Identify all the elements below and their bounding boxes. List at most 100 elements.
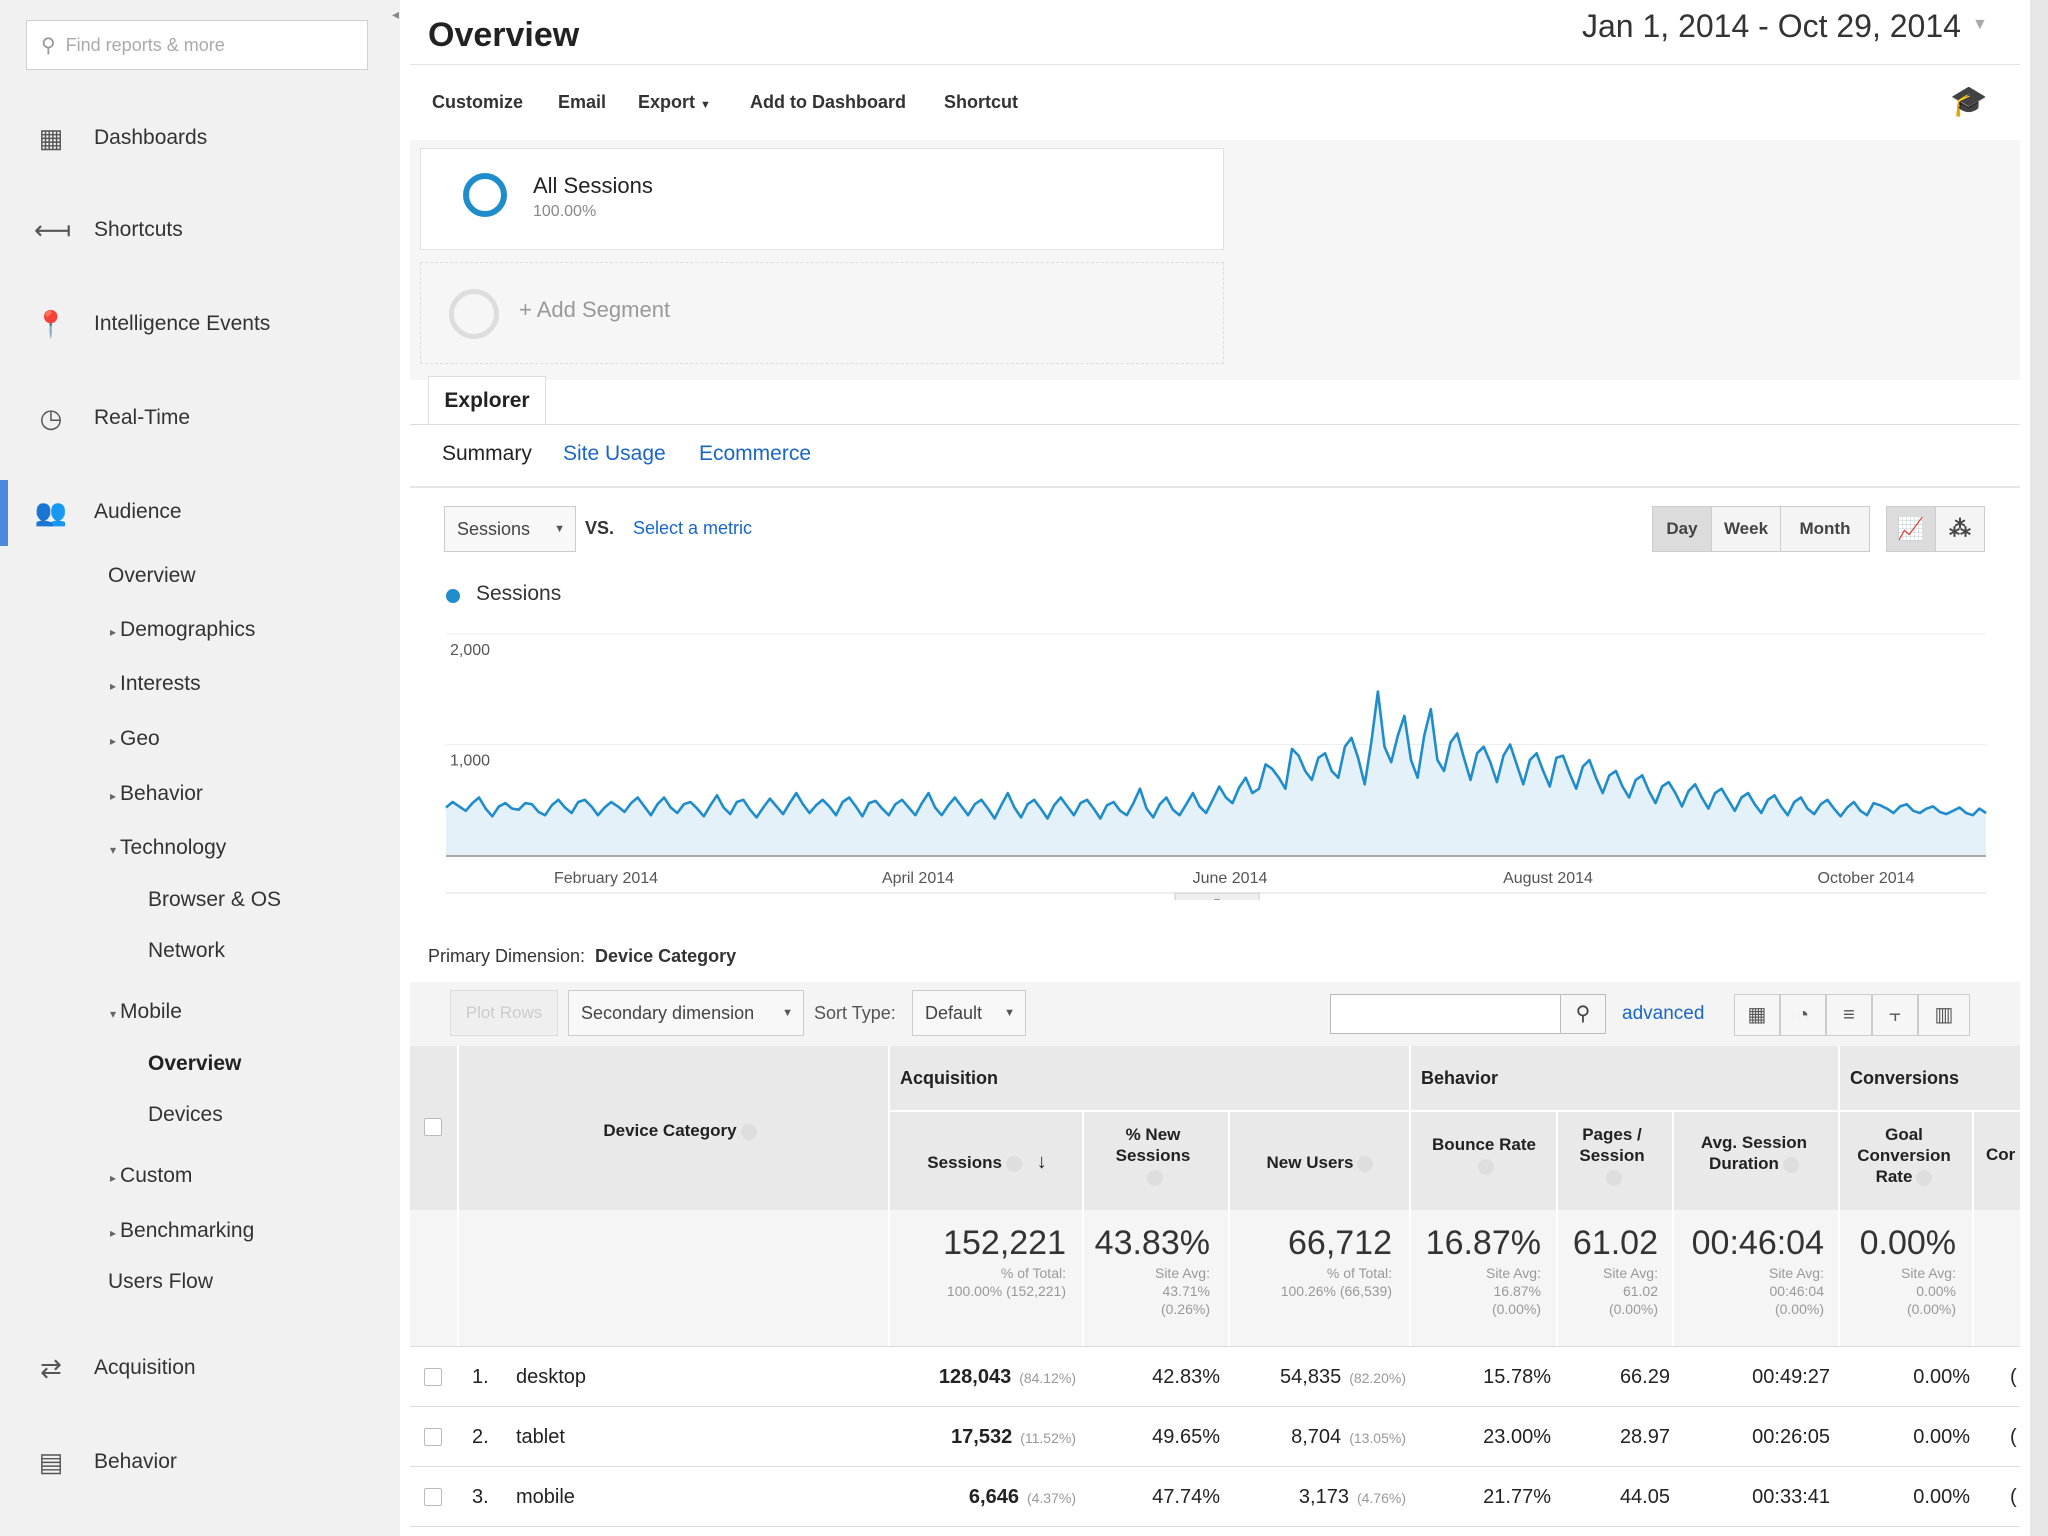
row-sessions-value: 128,043: [938, 1366, 1012, 1388]
col-divider: [1972, 1110, 1974, 1346]
period-month-button[interactable]: Month: [1780, 506, 1870, 552]
help-icon[interactable]: [740, 1123, 757, 1140]
search-input[interactable]: ⚲ Find reports & more: [26, 20, 368, 70]
row-checkbox[interactable]: [424, 1428, 442, 1446]
subtab-site-usage[interactable]: Site Usage: [563, 442, 666, 465]
help-icon[interactable]: [1478, 1158, 1494, 1175]
col-new-users[interactable]: New Users: [1232, 1152, 1408, 1173]
col-device-category[interactable]: Device Category: [470, 1120, 890, 1141]
tab-explorer[interactable]: Explorer: [428, 376, 546, 424]
collapse-sidebar-icon[interactable]: ◂: [392, 6, 400, 22]
scrollbar[interactable]: [2030, 0, 2048, 1536]
segment-all-sessions[interactable]: All Sessions 100.00%: [420, 148, 1224, 250]
subtab-ecommerce[interactable]: Ecommerce: [699, 442, 812, 465]
total-new-sessions: 43.83%: [1094, 1224, 1210, 1262]
performance-view-icon[interactable]: ≡: [1826, 994, 1872, 1036]
nav-label: Benchmarking: [120, 1219, 255, 1242]
nav-custom[interactable]: ▸ Custom: [110, 1164, 192, 1188]
select-all-checkbox[interactable]: [424, 1118, 442, 1136]
chevron-down-icon: ▼: [1004, 1007, 1015, 1019]
nav-geo[interactable]: ▸ Geo: [110, 727, 160, 751]
nav-benchmarking[interactable]: ▸ Benchmarking: [110, 1219, 254, 1243]
graduation-cap-icon[interactable]: 🎓: [1950, 85, 1988, 118]
col-goal-conversion-rate[interactable]: Goal Conversion Rate: [1846, 1124, 1962, 1187]
nav-devices[interactable]: Devices: [148, 1103, 223, 1126]
row-sessions-value: 6,646: [968, 1486, 1019, 1508]
add-segment-button[interactable]: + Add Segment: [420, 262, 1224, 364]
advanced-filter-link[interactable]: advanced: [1622, 1003, 1705, 1024]
secondary-dimension-select[interactable]: Secondary dimension ▼: [568, 990, 804, 1036]
help-icon[interactable]: [1916, 1169, 1933, 1186]
subtab-summary[interactable]: Summary: [442, 442, 532, 465]
table-row[interactable]: 1. desktop 128,043 (84.12%) 42.83% 54,835…: [410, 1347, 2020, 1406]
col-divider: [1228, 1110, 1230, 1346]
row-checkbox[interactable]: [424, 1368, 442, 1386]
customize-button[interactable]: Customize: [432, 92, 524, 112]
row-device-link[interactable]: desktop: [516, 1366, 587, 1388]
select-metric-link[interactable]: Select a metric: [633, 518, 753, 538]
help-icon[interactable]: [1606, 1169, 1622, 1186]
search-icon[interactable]: ⚲: [1560, 994, 1606, 1034]
help-icon[interactable]: [1147, 1169, 1163, 1186]
y-tick-label: 2,000: [450, 642, 490, 659]
col-label: % New Sessions: [1115, 1125, 1191, 1165]
row-device-link[interactable]: tablet: [516, 1426, 565, 1448]
pie-view-icon[interactable]: ◔: [1780, 994, 1826, 1036]
comparison-view-icon[interactable]: ⫟: [1872, 994, 1918, 1036]
nav-audience[interactable]: 👥 Audience: [0, 482, 400, 542]
help-icon[interactable]: [1357, 1155, 1374, 1172]
col-pages-session[interactable]: Pages / Session: [1572, 1124, 1652, 1187]
shortcut-button[interactable]: Shortcut: [944, 92, 1018, 112]
table-row[interactable]: 2. tablet 17,532 (11.52%) 49.65% 8,704 (13…: [410, 1407, 2020, 1466]
row-bounce-rate: 15.78%: [1483, 1366, 1551, 1388]
primary-dimension-value[interactable]: Device Category: [595, 946, 737, 966]
total-goal-conversion-rate-sub: Site Avg: 0.00% (0.00%): [1900, 1265, 1956, 1317]
nav-behavior-sub[interactable]: ▸ Behavior: [110, 782, 203, 806]
nav-acquisition[interactable]: ⇄ Acquisition: [0, 1338, 400, 1398]
export-button[interactable]: Export ▼: [638, 92, 711, 113]
col-avg-duration[interactable]: Avg. Session Duration: [1684, 1132, 1824, 1174]
nav-real-time[interactable]: ◷ Real-Time: [0, 388, 400, 448]
row-checkbox[interactable]: [424, 1488, 442, 1506]
email-button[interactable]: Email: [558, 92, 607, 112]
sort-type-select[interactable]: Default ▼: [912, 990, 1026, 1036]
date-range-picker[interactable]: Jan 1, 2014 - Oct 29, 2014: [1582, 8, 1961, 44]
col-sessions[interactable]: Sessions ↓: [892, 1152, 1082, 1173]
nav-network[interactable]: Network: [148, 939, 226, 962]
nav-audience-overview[interactable]: Overview: [108, 564, 196, 587]
plot-rows-button[interactable]: Plot Rows: [450, 990, 558, 1036]
col-truncated[interactable]: Cor: [1986, 1145, 2016, 1164]
nav-demographics[interactable]: ▸ Demographics: [110, 618, 255, 642]
nav-shortcuts[interactable]: ⟻ Shortcuts: [0, 200, 400, 260]
period-day-button[interactable]: Day: [1652, 506, 1712, 552]
line-chart-icon[interactable]: 📈: [1886, 506, 1936, 552]
period-week-button[interactable]: Week: [1711, 506, 1781, 552]
table-row[interactable]: 3. mobile 6,646 (4.37%) 47.74% 3,173 (4.76…: [410, 1467, 2020, 1526]
nav-label: Behavior: [94, 1450, 177, 1473]
table-view-icon[interactable]: ▦: [1734, 994, 1780, 1036]
add-to-dashboard-button[interactable]: Add to Dashboard: [750, 92, 906, 112]
col-divider: [888, 1046, 890, 1346]
nav-mobile[interactable]: ▾ Mobile: [110, 1000, 182, 1024]
nav-users-flow[interactable]: Users Flow: [108, 1270, 214, 1293]
table-totals-row: [410, 1210, 2020, 1346]
nav-mobile-overview[interactable]: Overview: [148, 1052, 242, 1075]
nav-label: Mobile: [120, 1000, 182, 1023]
pivot-view-icon[interactable]: ▥: [1918, 994, 1970, 1036]
row-device-link[interactable]: mobile: [516, 1486, 575, 1508]
nav-technology[interactable]: ▾ Technology: [110, 836, 226, 860]
col-bounce-rate[interactable]: Bounce Rate: [1414, 1134, 1554, 1176]
nav-interests[interactable]: ▸ Interests: [110, 672, 201, 696]
metric-select[interactable]: Sessions ▼: [444, 506, 576, 552]
sidebar: ◂ ⚲ Find reports & more ▦ Dashboards ⟻ S…: [0, 0, 400, 1536]
chevron-down-icon[interactable]: ▼: [1972, 16, 1988, 33]
nav-browser-os[interactable]: Browser & OS: [148, 888, 282, 911]
help-icon[interactable]: [1782, 1156, 1799, 1173]
nav-intelligence-events[interactable]: 📍 Intelligence Events: [0, 294, 400, 354]
col-new-sessions[interactable]: % New Sessions: [1098, 1124, 1208, 1187]
nav-behavior[interactable]: ▤ Behavior: [0, 1432, 400, 1492]
nav-dashboards[interactable]: ▦ Dashboards: [0, 108, 400, 168]
motion-chart-icon[interactable]: ⁂: [1935, 506, 1985, 552]
help-icon[interactable]: [1005, 1155, 1022, 1172]
table-search-input[interactable]: [1330, 994, 1564, 1034]
